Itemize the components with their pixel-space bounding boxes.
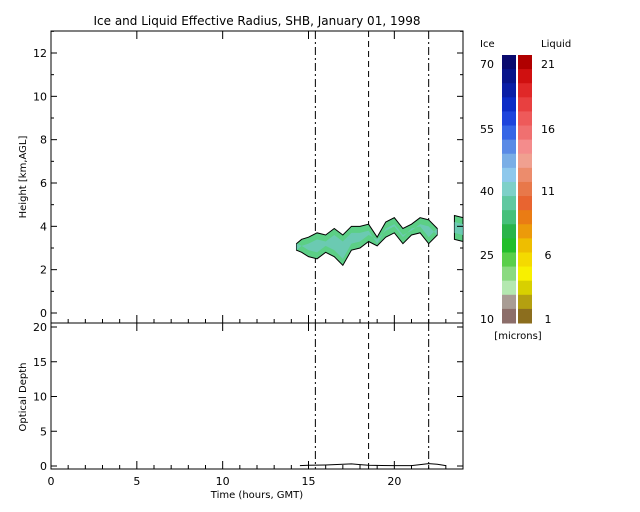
cloud-layer	[295, 214, 464, 267]
bottom-y-tick-label: 10	[33, 391, 47, 404]
x-tick-label: 0	[48, 475, 55, 488]
colorbar-ice-tick: 40	[480, 185, 494, 198]
colorbar-liquid-swatch	[518, 55, 532, 70]
x-tick-label: 5	[133, 475, 140, 488]
colorbar-liquid-swatch	[518, 266, 532, 282]
colorbar-liquid-swatch	[518, 224, 532, 239]
colorbar-ice-tick: 10	[480, 313, 494, 326]
top-vertical-lines	[314, 31, 430, 323]
colorbar-liquid-label: Liquid	[541, 39, 571, 50]
cloud-core	[454, 222, 463, 235]
top-y-axis-ticks: 0 2 4 6 8 10 12	[33, 30, 463, 320]
colorbar-liquid-swatch	[518, 97, 532, 112]
colorbar-ice-swatch	[502, 210, 516, 225]
top-y-tick-label: 4	[40, 220, 47, 233]
colorbar-ice-swatch	[502, 196, 516, 211]
bottom-y-tick-label: 20	[33, 321, 47, 334]
x-tick-label: 20	[387, 475, 401, 488]
colorbar-ice-column	[502, 55, 516, 324]
colorbar-ice-swatch	[502, 97, 516, 112]
colorbar-ice-swatch	[502, 224, 516, 239]
bottom-y-axis-ticks: 0 5 10 15 20	[33, 321, 463, 473]
optical-depth-series	[299, 463, 446, 467]
colorbar-liquid-swatch	[518, 210, 532, 225]
top-panel: 0 2 4 6 8 10 12 Height [km,AGL]	[18, 30, 464, 324]
colorbar-ice-swatch	[502, 55, 516, 70]
colorbar-ice-swatch	[502, 266, 516, 282]
colorbar-ice-swatch	[502, 153, 516, 169]
bottom-y-tick-label: 0	[40, 460, 47, 473]
colorbar-liquid-ticks: 21 16 11 6 1	[541, 58, 555, 326]
colorbar-liquid-swatch	[518, 139, 532, 155]
colorbar-ice-swatch	[502, 294, 516, 310]
bottom-y-tick-label: 5	[40, 425, 47, 438]
colorbar-liquid-tick: 16	[541, 123, 555, 136]
colorbar-ice-swatch	[502, 167, 516, 183]
x-tick-label: 10	[216, 475, 230, 488]
colorbar-liquid-swatch	[518, 153, 532, 169]
top-y-tick-label: 8	[40, 134, 47, 147]
colorbar-ice-swatch	[502, 83, 516, 98]
top-y-tick-label: 6	[40, 177, 47, 190]
colorbar-ice-swatch	[502, 139, 516, 155]
colorbar-ice-tick: 25	[480, 249, 494, 262]
colorbar-liquid-swatch	[518, 252, 532, 268]
colorbar-liquid-swatch	[518, 280, 532, 296]
bottom-y-axis-label: Optical Depth	[18, 363, 29, 432]
colorbar-ice-ticks: 70 55 40 25 10	[480, 58, 494, 326]
bottom-vertical-lines	[314, 323, 430, 469]
x-tick-label: 15	[302, 475, 316, 488]
bottom-y-tick-label: 15	[33, 356, 47, 369]
colorbar-liquid-swatch	[518, 308, 532, 324]
top-y-tick-label: 12	[33, 47, 47, 60]
bottom-plot-frame	[50, 322, 464, 470]
colorbar-liquid-swatch	[518, 125, 532, 141]
top-y-tick-label: 10	[33, 90, 47, 103]
chart-title: Ice and Liquid Effective Radius, SHB, Ja…	[93, 14, 420, 28]
top-y-tick-label: 0	[40, 307, 47, 320]
colorbar-liquid-swatch	[518, 196, 532, 211]
colorbar-liquid-column	[518, 55, 532, 324]
colorbar-liquid-swatch	[518, 167, 532, 183]
optical-depth-line	[299, 463, 446, 467]
colorbar-ice-swatch	[502, 252, 516, 268]
colorbar-ice-label: Ice	[480, 39, 495, 50]
top-plot-frame	[50, 30, 464, 324]
colorbar-liquid-tick: 11	[541, 185, 555, 198]
cloud-core	[296, 224, 438, 259]
colorbar-units-label: [microns]	[494, 331, 541, 342]
colorbar-liquid-tick: 21	[541, 58, 555, 71]
colorbar-ice-swatch	[502, 69, 516, 84]
colorbar-ice-swatch	[502, 308, 516, 324]
colorbar-liquid-swatch	[518, 69, 532, 84]
colorbar-ice-swatch	[502, 238, 516, 253]
colorbar-ice-tick: 70	[480, 58, 494, 71]
colorbar-liquid-swatch	[518, 181, 532, 197]
x-axis-ticks: 0 5 10 15 20	[48, 31, 447, 488]
colorbar-liquid-tick: 1	[545, 313, 552, 326]
colorbar-ice-swatch	[502, 280, 516, 296]
colorbar-ice-swatch	[502, 125, 516, 141]
colorbar-ice-swatch	[502, 111, 516, 127]
colorbar-ice-swatch	[502, 181, 516, 197]
x-axis-label: Time (hours, GMT)	[210, 490, 304, 501]
colorbar: Ice Liquid 70 55 40 25 10 21 16 11 6 1 [microns]	[480, 39, 571, 342]
colorbar-liquid-swatch	[518, 111, 532, 127]
top-y-axis-label: Height [km,AGL]	[18, 136, 29, 219]
top-y-tick-label: 2	[40, 264, 47, 277]
colorbar-liquid-swatch	[518, 294, 532, 310]
colorbar-liquid-swatch	[518, 238, 532, 253]
colorbar-liquid-tick: 6	[545, 249, 552, 262]
colorbar-ice-tick: 55	[480, 123, 494, 136]
colorbar-liquid-swatch	[518, 83, 532, 98]
